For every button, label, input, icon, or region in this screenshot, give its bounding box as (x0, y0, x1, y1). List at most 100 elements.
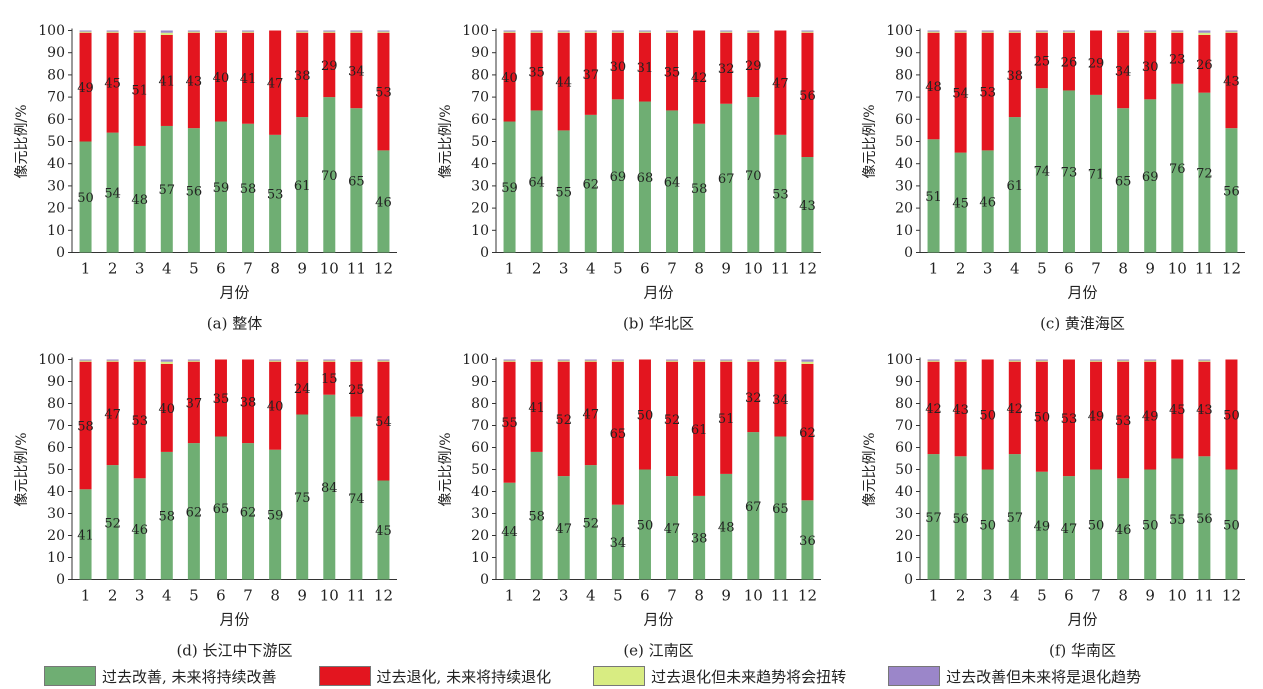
data-label-green: 65 (348, 174, 365, 189)
bar-red (1225, 32, 1238, 129)
bar-green (927, 454, 940, 580)
bar-red (214, 359, 227, 437)
bar-red (747, 361, 760, 433)
y-tick-label: 80 (47, 67, 65, 83)
data-label-green: 65 (1115, 174, 1132, 189)
data-label-red: 55 (501, 416, 518, 431)
x-tick-label: 7 (1091, 260, 1101, 278)
bar-purple (187, 359, 200, 361)
bar-purple (981, 30, 994, 32)
bar-purple (927, 30, 940, 32)
bar-red (1035, 361, 1048, 472)
bar-purple (611, 359, 624, 361)
bar-green (981, 150, 994, 253)
data-label-green: 52 (583, 516, 600, 531)
x-tick-label: 2 (532, 587, 542, 605)
bar-yellow (774, 360, 787, 362)
bar-red (1171, 32, 1184, 84)
data-label-green: 74 (1034, 164, 1051, 179)
x-tick-label: 11 (1195, 587, 1214, 605)
bar-yellow (106, 31, 119, 33)
data-label-red: 62 (799, 426, 816, 441)
bar-purple (557, 359, 570, 361)
bar-green (296, 117, 309, 253)
legend-swatch-green (44, 666, 96, 686)
data-label-red: 40 (159, 402, 176, 417)
data-label-red: 32 (745, 391, 762, 406)
bar-red (954, 361, 967, 457)
bar-yellow (1062, 31, 1075, 33)
data-label-green: 56 (1196, 512, 1213, 527)
y-tick-label: 20 (895, 528, 913, 544)
bar-red (927, 32, 940, 140)
data-label-green: 62 (583, 178, 600, 193)
y-tick-label: 100 (462, 352, 489, 368)
x-tick-label: 6 (640, 587, 650, 605)
data-label-red: 51 (131, 83, 148, 98)
bar-purple (106, 359, 119, 361)
data-label-green: 57 (1007, 511, 1024, 526)
bar-red (611, 32, 624, 100)
bar-purple (1062, 30, 1075, 32)
data-label-green: 46 (375, 195, 392, 210)
x-axis-title: 月份 (1067, 284, 1097, 302)
y-tick-label: 30 (47, 506, 65, 522)
data-label-red: 35 (528, 66, 545, 81)
bar-red (1117, 361, 1130, 479)
bar-purple (133, 30, 146, 32)
bar-green (801, 157, 814, 253)
x-tick-label: 6 (640, 260, 650, 278)
bar-green (323, 394, 336, 580)
bar-green (747, 97, 760, 253)
bar-red (801, 363, 814, 501)
data-label-red: 41 (240, 72, 257, 87)
bar-purple (1144, 30, 1157, 32)
x-tick-label: 2 (108, 260, 118, 278)
data-label-green: 75 (294, 491, 311, 506)
data-label-red: 25 (1034, 54, 1051, 69)
data-label-red: 53 (979, 86, 996, 101)
bar-green (954, 152, 967, 253)
bar-red (503, 32, 516, 122)
bar-red (720, 361, 733, 474)
x-tick-label: 1 (505, 587, 515, 605)
data-label-red: 51 (718, 412, 735, 427)
bar-purple (269, 359, 282, 361)
data-label-red: 29 (321, 59, 338, 74)
data-label-red: 35 (213, 392, 230, 407)
bar-purple (1117, 359, 1130, 361)
bar-purple (801, 30, 814, 32)
y-tick-label: 100 (38, 23, 65, 39)
x-tick-label: 5 (189, 587, 199, 605)
data-label-green: 58 (240, 182, 257, 197)
x-tick-label: 5 (1037, 260, 1047, 278)
data-label-red: 38 (294, 69, 311, 84)
x-tick-label: 11 (347, 260, 366, 278)
data-label-red: 47 (772, 77, 789, 92)
bar-green (611, 99, 624, 253)
bar-red (214, 32, 227, 122)
bar-red (774, 30, 787, 135)
y-axis-title: 像元比例/% (14, 104, 30, 178)
bar-green (79, 141, 92, 253)
data-label-green: 49 (1034, 520, 1051, 535)
panel-title: (e) 江南区 (623, 642, 693, 660)
bar-purple (377, 359, 390, 361)
bar-red (1035, 32, 1048, 89)
y-axis-title: 像元比例/% (438, 104, 454, 178)
data-label-green: 59 (267, 509, 284, 524)
data-label-green: 45 (375, 524, 392, 539)
x-tick-label: 3 (135, 260, 145, 278)
bar-purple (954, 359, 967, 361)
bar-yellow (1008, 360, 1021, 362)
bar-yellow (106, 360, 119, 362)
data-label-green: 73 (1061, 165, 1078, 180)
data-label-green: 68 (637, 171, 654, 186)
y-tick-label: 50 (47, 462, 65, 478)
x-tick-label: 8 (1118, 260, 1128, 278)
x-tick-label: 4 (1010, 587, 1020, 605)
x-tick-label: 12 (798, 260, 817, 278)
x-tick-label: 8 (694, 587, 704, 605)
bar-red (242, 32, 255, 124)
data-label-red: 47 (104, 407, 121, 422)
